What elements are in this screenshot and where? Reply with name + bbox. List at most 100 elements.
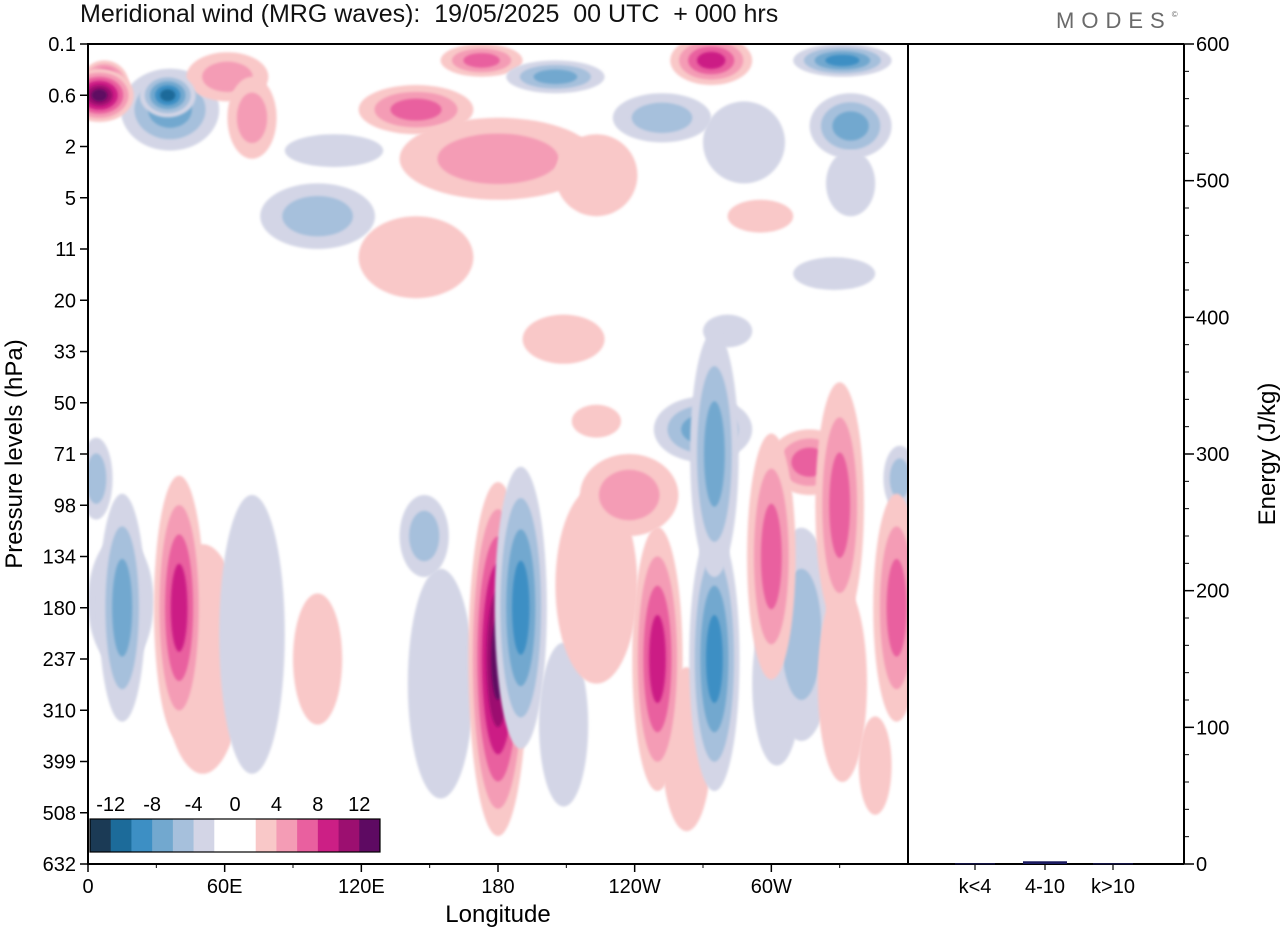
y-tick-label: 134 [43, 547, 76, 569]
anomaly-contour [293, 593, 343, 725]
logo-mark: © [1171, 10, 1178, 19]
energy-bar [1023, 861, 1067, 864]
y-tick-label: 632 [43, 854, 76, 876]
feature-contour [512, 560, 530, 655]
y-tick-label: 237 [43, 649, 76, 671]
colorbar-label: -8 [143, 794, 161, 816]
heatmap-axes: 0.1 0.6 2 5 11 20 33 50 71 98 134 180 237 310 399 508 63… [43, 34, 909, 898]
y-tick-label: 2 [65, 137, 76, 159]
modes-logo: MODES© [1056, 8, 1178, 34]
feature-contour [170, 563, 188, 652]
energy-bar [1093, 863, 1133, 865]
colorbar-swatch [193, 819, 215, 852]
energy-tick-label: 300 [1196, 444, 1229, 466]
anomaly-contour [817, 585, 868, 782]
anomaly-contour [390, 98, 442, 121]
y-tick-label: 20 [54, 290, 76, 312]
colorbar-swatch [90, 819, 112, 852]
x-tick-label: 60E [207, 876, 243, 898]
colorbar-swatch [110, 819, 132, 852]
anomaly-contour [631, 102, 693, 133]
y-tick-label: 399 [43, 752, 76, 774]
y-tick-label: 98 [54, 495, 76, 517]
x-tick-label: 60W [751, 876, 792, 898]
energy-tick-label: 400 [1196, 307, 1229, 329]
anomaly-contour [522, 314, 605, 364]
colorbar-swatch [235, 819, 257, 852]
energy-tick-label: 600 [1196, 34, 1229, 56]
colorbar-label: 12 [348, 794, 370, 816]
feature-contour [705, 615, 723, 703]
colorbar-swatch [255, 819, 277, 852]
anomaly-contour [437, 133, 559, 185]
anomaly-contour [703, 101, 785, 184]
anomaly-contour [696, 51, 726, 69]
anomaly-contour [282, 196, 353, 237]
feature-contour [829, 452, 851, 558]
energy-panel: 0 100 200 300 400 500 600 k<4 4-10 k>10 [908, 34, 1229, 898]
y-tick-label: 5 [65, 188, 76, 210]
anomaly-contour [555, 486, 638, 684]
y-tick-label: 50 [54, 393, 76, 415]
colorbar-swatch [131, 819, 153, 852]
anomaly-contour [555, 134, 638, 217]
feature-contour [649, 615, 666, 703]
feature-contour [886, 558, 907, 657]
y-tick-label: 0.6 [48, 85, 76, 107]
anomaly-contour [571, 404, 622, 438]
energy-tick-label: 100 [1196, 717, 1229, 739]
anomaly-contour [219, 495, 285, 774]
colorbar-label: -4 [185, 794, 203, 816]
colorbar-swatch [297, 819, 319, 852]
colorbar-frame [89, 818, 381, 853]
colorbar-swatch [317, 819, 339, 852]
y-tick-label: 310 [43, 700, 76, 722]
anomaly-contour [236, 92, 268, 144]
x-tick-label: 0 [82, 876, 93, 898]
anomaly-contour [858, 716, 892, 815]
energy-category-label: 4-10 [1025, 876, 1065, 898]
logo-text: MODES [1056, 8, 1172, 33]
colorbar-label: -12 [96, 794, 125, 816]
anomaly-contour [793, 257, 876, 290]
wind-field [88, 44, 908, 836]
colorbar-label: 0 [229, 794, 240, 816]
anomaly-contour [539, 642, 589, 807]
y-tick-label: 33 [54, 342, 76, 364]
colorbar-swatch [152, 819, 174, 852]
anomaly-contour [533, 69, 578, 85]
energy-tick-label: 0 [1196, 854, 1207, 876]
colorbar-swatch [338, 819, 360, 852]
chart-title: Meridional wind (MRG waves): 19/05/2025 … [80, 0, 779, 28]
colorbar-swatch [214, 819, 236, 852]
anomaly-contour [832, 111, 869, 141]
x-tick-label: 120W [609, 876, 661, 898]
energy-bar [955, 863, 995, 865]
y-tick-label: 0.1 [48, 34, 76, 56]
colorbar-label: 8 [312, 794, 323, 816]
x-tick-label: 120E [338, 876, 385, 898]
feature-contour [160, 89, 176, 102]
feature-contour [703, 401, 725, 507]
colorbar-swatch [276, 819, 298, 852]
anomaly-contour [727, 199, 794, 233]
energy-axis-label: Energy (J/kg) [1254, 383, 1280, 526]
anomaly-contour [407, 568, 474, 799]
y-tick-label: 508 [43, 803, 76, 825]
x-tick-label: 180 [481, 876, 514, 898]
feature-contour [112, 558, 133, 657]
feature-contour [91, 89, 108, 102]
anomaly-contour [826, 150, 876, 217]
anomaly-contour [825, 54, 860, 67]
colorbar-label: 4 [271, 794, 282, 816]
y-tick-label: 71 [54, 444, 76, 466]
anomaly-contour [88, 453, 107, 504]
colorbar-swatch [172, 819, 194, 852]
anomaly-contour [284, 134, 384, 168]
anomaly-contour [358, 216, 474, 299]
y-tick-label: 11 [55, 239, 76, 261]
energy-tick-label: 200 [1196, 581, 1229, 603]
y-axis-label: Pressure levels (hPa) [1, 339, 28, 568]
anomaly-contour [409, 510, 440, 562]
